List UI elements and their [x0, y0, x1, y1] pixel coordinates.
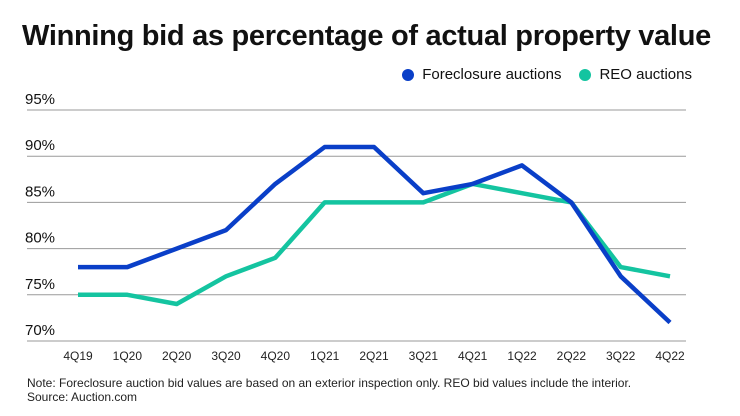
- x-tick-label: 2Q21: [359, 349, 389, 363]
- x-tick-label: 1Q22: [507, 349, 537, 363]
- chart-footnote: Note: Foreclosure auction bid values are…: [27, 376, 631, 404]
- y-tick-label: 70%: [25, 322, 55, 339]
- x-tick-label: 4Q20: [261, 349, 291, 363]
- y-tick-label: 80%: [25, 230, 55, 247]
- legend-label-foreclosure: Foreclosure auctions: [422, 66, 562, 83]
- x-tick-label: 3Q21: [409, 349, 439, 363]
- series-lines: [77, 144, 672, 325]
- legend-marker-reo: [579, 68, 592, 81]
- legend-label-reo: REO auctions: [599, 66, 692, 83]
- legend-item-reo: REO auctions: [579, 66, 692, 83]
- x-tick-label: 4Q22: [655, 349, 685, 363]
- series-line-foreclosure-auctions: [78, 144, 672, 325]
- y-tick-label: 75%: [25, 276, 55, 293]
- series-reo-auctions: [77, 181, 671, 307]
- x-tick-label: 1Q20: [113, 349, 143, 363]
- series-foreclosure-auctions: [77, 144, 672, 325]
- x-tick-label: 3Q20: [211, 349, 241, 363]
- footnote-source: Source: Auction.com: [27, 390, 138, 404]
- footnote-note: Note: Foreclosure auction bid values are…: [27, 376, 632, 390]
- y-tick-label: 85%: [25, 183, 55, 200]
- x-tick-label: 4Q19: [63, 349, 93, 363]
- chart-title: Winning bid as percentage of actual prop…: [22, 20, 711, 52]
- x-tick-label: 1Q21: [310, 349, 340, 363]
- y-tick-label: 90%: [25, 137, 55, 154]
- legend-marker-foreclosure: [402, 68, 415, 81]
- x-tick-label: 4Q21: [458, 349, 488, 363]
- legend-item-foreclosure: Foreclosure auctions: [402, 66, 561, 83]
- y-axis-tick-labels: 70% 75% 80% 85% 90% 95%: [25, 91, 55, 339]
- chart-legend: Foreclosure auctions REO auctions: [384, 66, 692, 83]
- x-tick-label: 3Q22: [606, 349, 636, 363]
- x-axis-tick-labels: 4Q19 1Q20 2Q20 3Q20 4Q20 1Q21 2Q21 3Q21 4Q21 1Q22…: [63, 349, 685, 363]
- x-tick-label: 2Q22: [557, 349, 587, 363]
- y-tick-label: 95%: [25, 91, 55, 108]
- x-tick-label: 2Q20: [162, 349, 192, 363]
